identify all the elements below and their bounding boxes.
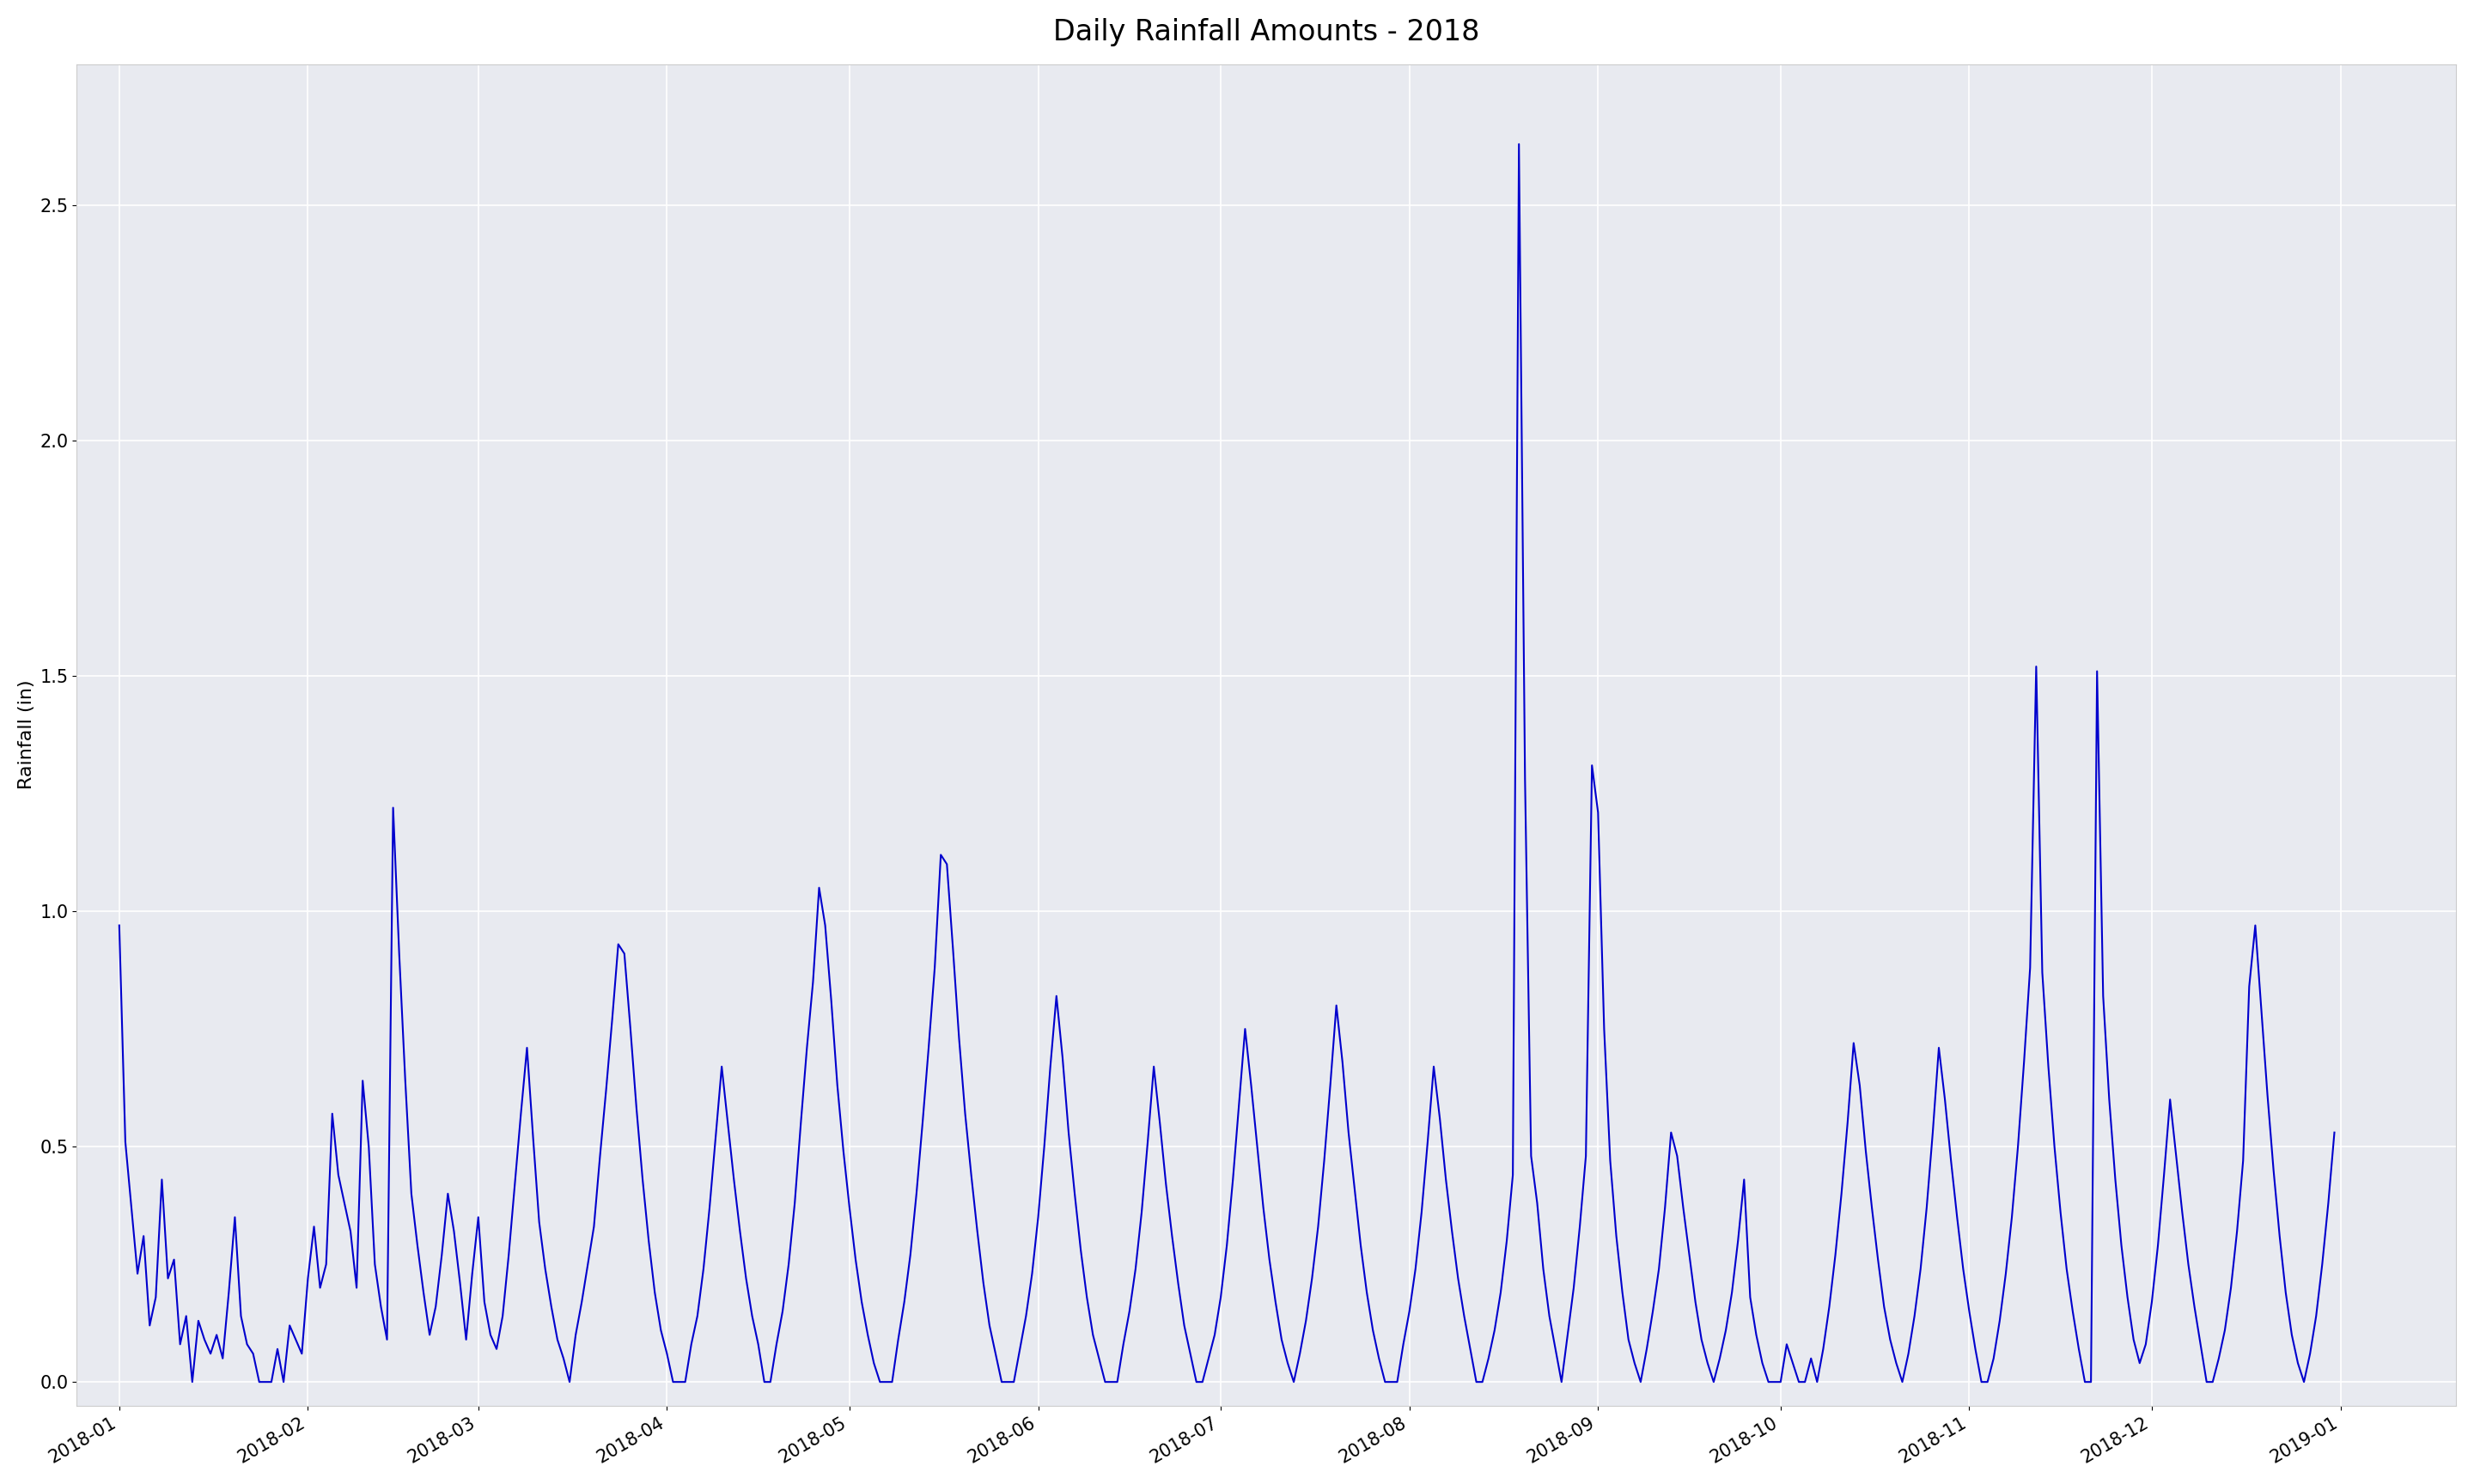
Y-axis label: Rainfall (in): Rainfall (in) — [17, 680, 35, 789]
Title: Daily Rainfall Amounts - 2018: Daily Rainfall Amounts - 2018 — [1054, 18, 1479, 46]
